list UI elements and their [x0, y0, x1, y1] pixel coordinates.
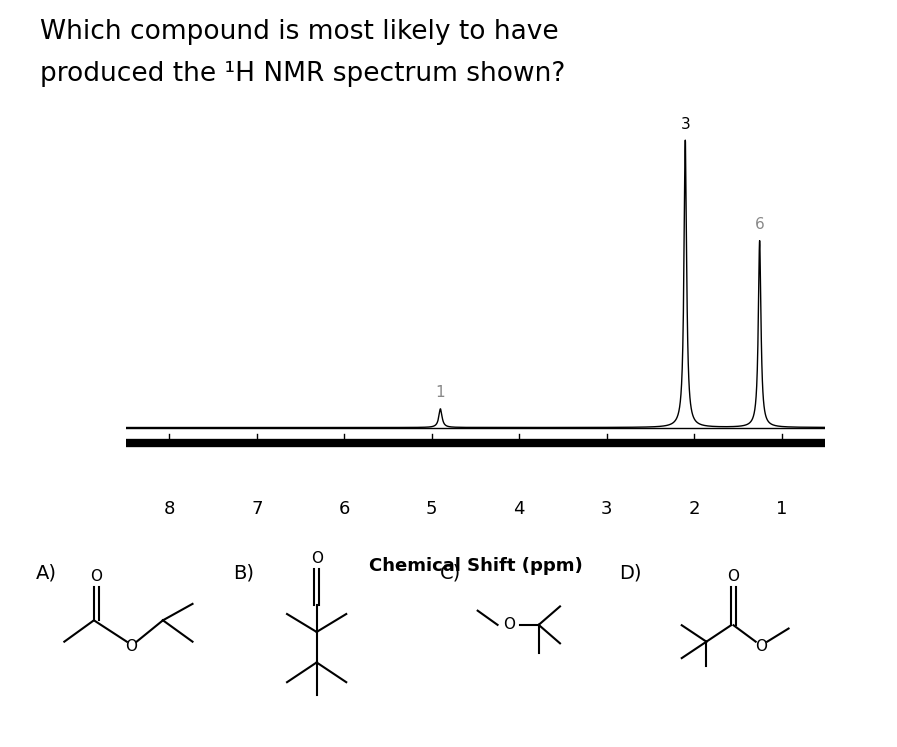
Text: 3: 3: [681, 117, 690, 131]
X-axis label: Chemical Shift (ppm): Chemical Shift (ppm): [369, 557, 582, 575]
Text: produced the ¹H NMR spectrum shown?: produced the ¹H NMR spectrum shown?: [40, 61, 566, 87]
Text: O: O: [503, 617, 515, 633]
Text: O: O: [727, 569, 739, 584]
Text: O: O: [310, 551, 323, 566]
Text: O: O: [125, 639, 137, 654]
Text: O: O: [754, 639, 767, 654]
Text: C): C): [440, 564, 461, 583]
Text: Which compound is most likely to have: Which compound is most likely to have: [40, 19, 559, 45]
Text: A): A): [36, 564, 57, 583]
Text: 6: 6: [754, 217, 764, 232]
Text: O: O: [91, 569, 102, 584]
Text: D): D): [619, 564, 641, 583]
Text: B): B): [233, 564, 254, 583]
Text: 1: 1: [436, 385, 445, 400]
